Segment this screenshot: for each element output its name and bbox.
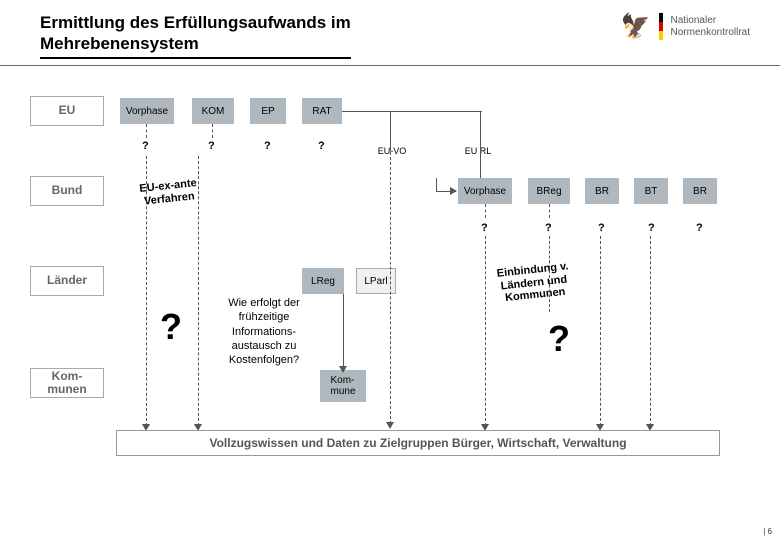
line (600, 236, 601, 426)
diagram: EU Bund Länder Kom- munen Vorphase KOM E… (0, 78, 780, 508)
bottom-bar: Vollzugswissen und Daten zu Zielgruppen … (116, 430, 720, 456)
line (343, 294, 344, 370)
box-bt: BT (634, 178, 668, 204)
line (212, 124, 213, 138)
box-lreg: LReg (302, 268, 344, 294)
line (146, 124, 147, 138)
line (390, 152, 391, 424)
box-br2: BR (683, 178, 717, 204)
box-kommune: Kom- mune (320, 370, 366, 402)
qmark-1: ? (142, 140, 149, 152)
page-number: | 6 (763, 527, 772, 536)
box-br1: BR (585, 178, 619, 204)
bigq-left: ? (160, 306, 182, 348)
qmark-6: ? (545, 222, 552, 234)
title-line2: Mehrebenensystem (40, 34, 199, 53)
box-vorphase2: Vorphase (458, 178, 512, 204)
flag-icon (659, 13, 663, 41)
center-text: Wie erfolgt der frühzeitige Informations… (218, 296, 310, 367)
line (436, 178, 437, 191)
label-eurl: EU RL (458, 138, 498, 164)
line (480, 111, 481, 178)
label-einbindung: Einbindung v. Ländern und Kommunen (496, 260, 571, 305)
arrow (339, 366, 347, 373)
box-vorphase1: Vorphase (120, 98, 174, 124)
title-line1: Ermittlung des Erfüllungsaufwands im (40, 13, 351, 32)
row-label-kommunen: Kom- munen (30, 368, 104, 398)
line (198, 156, 199, 426)
label-euvo: EU-VO (370, 138, 414, 164)
qmark-5: ? (481, 222, 488, 234)
line (485, 236, 486, 426)
label-euex: EU-ex-ante Verfahren (139, 177, 199, 208)
line (549, 236, 550, 312)
logo: 🦅 Nationaler Normenkontrollrat (621, 12, 750, 41)
qmark-3: ? (264, 140, 271, 152)
row-label-laender: Länder (30, 266, 104, 296)
bigq-right: ? (548, 318, 570, 360)
box-ep: EP (250, 98, 286, 124)
line (390, 111, 391, 151)
box-rat: RAT (302, 98, 342, 124)
logo-text: Nationaler Normenkontrollrat (671, 15, 750, 39)
qmark-8: ? (648, 222, 655, 234)
qmark-4: ? (318, 140, 325, 152)
line (485, 204, 486, 218)
line (549, 204, 550, 218)
line (342, 111, 482, 112)
line (146, 156, 147, 426)
arrow (386, 422, 394, 429)
line (650, 236, 651, 426)
row-label-eu: EU (30, 96, 104, 126)
page-title: Ermittlung des Erfüllungsaufwands im Meh… (40, 12, 351, 59)
eagle-icon: 🦅 (621, 12, 651, 41)
row-label-bund: Bund (30, 176, 104, 206)
box-breg: BReg (528, 178, 570, 204)
qmark-9: ? (696, 222, 703, 234)
qmark-2: ? (208, 140, 215, 152)
line (436, 191, 456, 192)
header: Ermittlung des Erfüllungsaufwands im Meh… (0, 0, 780, 66)
box-kom: KOM (192, 98, 234, 124)
qmark-7: ? (598, 222, 605, 234)
